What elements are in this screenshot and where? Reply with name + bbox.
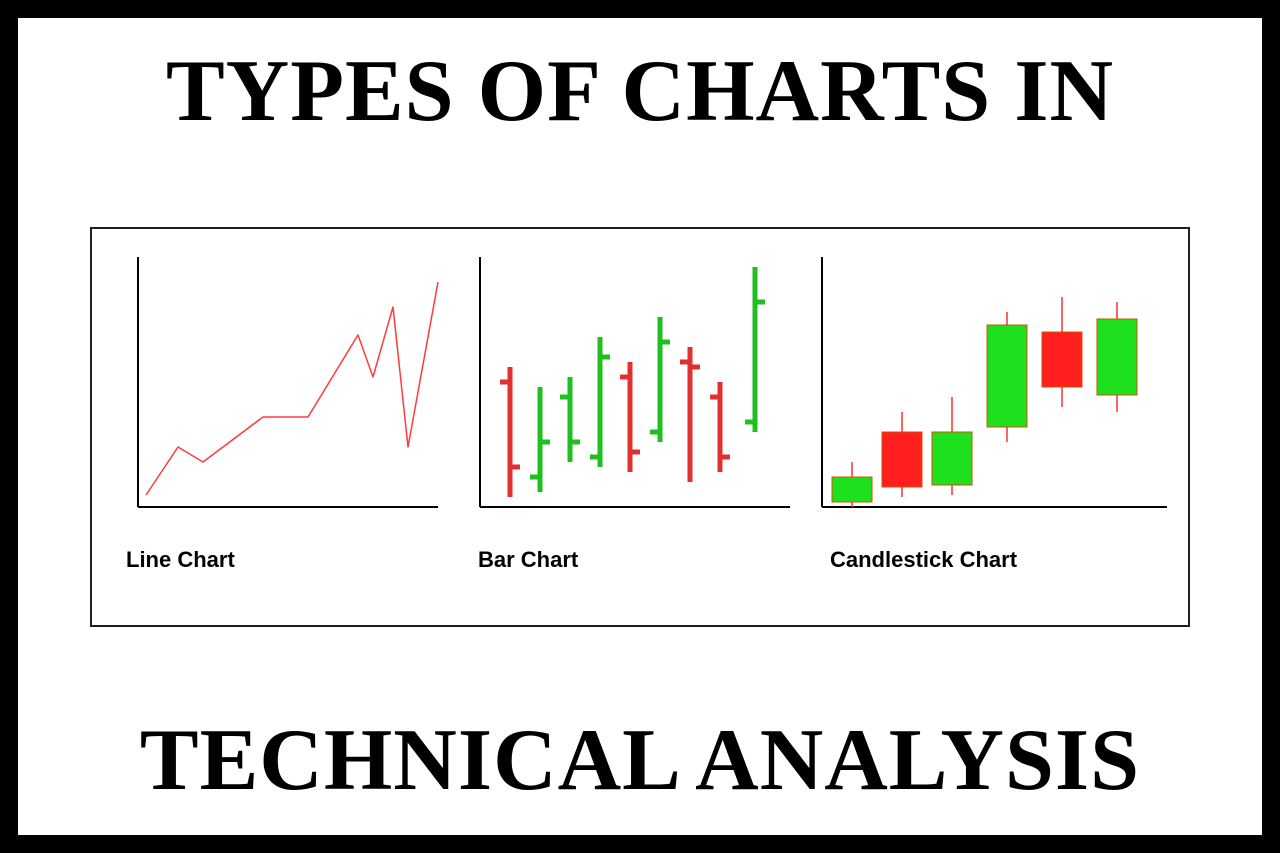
line-chart-label: Line Chart (126, 547, 235, 573)
line-chart-svg (108, 247, 448, 537)
candle-chart-svg (812, 247, 1172, 537)
title-top: TYPES OF CHARTS IN (166, 46, 1114, 138)
charts-panel: Line Chart Bar Chart Candlestick Chart (90, 227, 1190, 627)
candle-chart-label: Candlestick Chart (830, 547, 1017, 573)
line-chart-cell: Line Chart (108, 247, 448, 573)
candle-chart-cell: Candlestick Chart (812, 247, 1172, 573)
infographic-frame: TYPES OF CHARTS IN Line Chart Bar Chart … (0, 0, 1280, 853)
bar-chart-svg (460, 247, 800, 537)
bar-chart-cell: Bar Chart (460, 247, 800, 573)
title-bottom: TECHNICAL ANALYSIS (140, 715, 1140, 807)
bar-chart-label: Bar Chart (478, 547, 578, 573)
